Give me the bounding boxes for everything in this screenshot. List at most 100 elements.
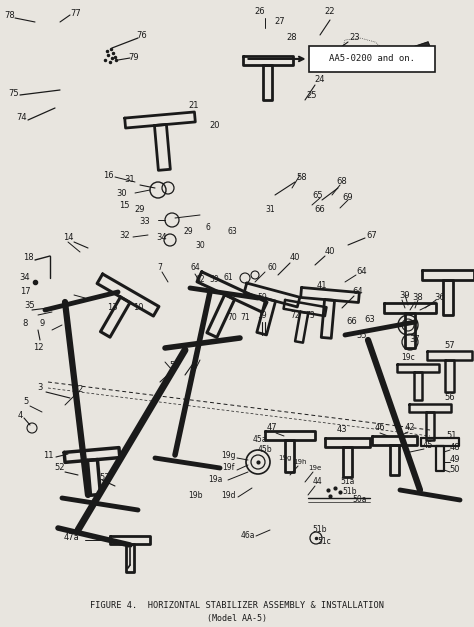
Text: 63: 63 [227, 228, 237, 236]
Text: 78: 78 [5, 11, 15, 19]
Text: 19c: 19c [401, 354, 415, 362]
Text: 55: 55 [357, 330, 367, 339]
Text: 53: 53 [100, 473, 110, 483]
Text: 51a: 51a [341, 478, 355, 487]
Text: 6: 6 [206, 223, 210, 233]
Text: 57: 57 [445, 340, 456, 349]
Text: 19g: 19g [221, 451, 235, 460]
Text: AA5-0200 and on.: AA5-0200 and on. [329, 55, 415, 63]
Text: 77: 77 [71, 9, 82, 18]
Text: 76: 76 [137, 31, 147, 41]
Text: 70: 70 [227, 314, 237, 322]
Text: 59: 59 [209, 275, 219, 285]
Text: 19b: 19b [188, 490, 202, 500]
Text: 75: 75 [9, 88, 19, 98]
Text: 11: 11 [43, 451, 53, 460]
Text: 47: 47 [267, 423, 277, 433]
Text: 19h: 19h [293, 459, 307, 465]
Text: 63: 63 [365, 315, 375, 325]
Polygon shape [410, 42, 432, 62]
Text: 21: 21 [189, 100, 199, 110]
Text: 67: 67 [366, 231, 377, 240]
Text: 42: 42 [405, 423, 415, 433]
Text: 79: 79 [128, 53, 139, 61]
Text: 74: 74 [17, 113, 27, 122]
Text: 43: 43 [337, 426, 347, 435]
Text: 19g: 19g [278, 455, 292, 461]
Text: 64: 64 [357, 268, 367, 277]
Text: 52: 52 [55, 463, 65, 473]
FancyBboxPatch shape [310, 46, 435, 72]
Text: 38: 38 [413, 293, 423, 302]
Text: 25: 25 [307, 90, 317, 100]
Text: 31: 31 [125, 176, 135, 184]
Text: 64: 64 [190, 263, 200, 273]
Text: 46a: 46a [241, 532, 255, 540]
Text: 45: 45 [423, 441, 433, 450]
Text: 18: 18 [23, 253, 33, 263]
Text: 28: 28 [287, 33, 297, 43]
Text: 3: 3 [37, 384, 43, 393]
Text: 29: 29 [183, 228, 193, 236]
Text: 32: 32 [120, 231, 130, 240]
Text: 23: 23 [350, 33, 360, 43]
Text: 31: 31 [265, 206, 275, 214]
Text: 26: 26 [255, 8, 265, 16]
Text: 58: 58 [297, 174, 307, 182]
Text: 62: 62 [195, 275, 205, 285]
Text: 19: 19 [257, 310, 267, 320]
Text: 50a: 50a [353, 495, 367, 505]
Text: 30: 30 [195, 241, 205, 250]
Text: 40: 40 [290, 253, 300, 263]
Text: 64: 64 [353, 288, 363, 297]
Text: 27: 27 [275, 18, 285, 26]
Text: 16: 16 [103, 171, 113, 179]
Text: 22: 22 [325, 8, 335, 16]
Text: 14: 14 [63, 233, 73, 243]
Text: 29: 29 [135, 206, 145, 214]
Text: 47a: 47a [64, 534, 80, 542]
Text: 73: 73 [305, 310, 315, 320]
Text: 44: 44 [313, 478, 323, 487]
Text: 61: 61 [223, 273, 233, 283]
Text: 19e: 19e [309, 465, 322, 471]
Text: 50: 50 [450, 465, 460, 475]
Text: 7: 7 [157, 263, 163, 273]
Text: 35: 35 [25, 300, 35, 310]
Text: 20: 20 [210, 120, 220, 130]
Text: 51: 51 [447, 431, 457, 440]
Text: 49: 49 [450, 455, 460, 465]
Text: 17: 17 [20, 288, 30, 297]
Text: 19a: 19a [208, 475, 222, 485]
Text: 40: 40 [325, 248, 335, 256]
Text: 34: 34 [20, 273, 30, 283]
Text: 45b: 45b [258, 446, 272, 455]
Text: 41: 41 [317, 280, 327, 290]
Text: 37: 37 [410, 335, 420, 344]
Text: 30: 30 [117, 189, 128, 198]
Text: 1: 1 [192, 356, 198, 364]
Text: 51c: 51c [317, 537, 331, 547]
Text: 19d: 19d [221, 490, 235, 500]
Text: 60: 60 [267, 263, 277, 273]
Text: 45a: 45a [253, 436, 267, 445]
Text: 13: 13 [107, 303, 117, 312]
Text: 12: 12 [33, 344, 43, 352]
Text: 4: 4 [18, 411, 23, 419]
Text: 33: 33 [140, 218, 150, 226]
Text: 10: 10 [133, 303, 143, 312]
Text: FIGURE 4.  HORIZONTAL STABILIZER ASSEMBLY & INSTALLATION: FIGURE 4. HORIZONTAL STABILIZER ASSEMBLY… [90, 601, 384, 609]
Text: (Model AA-5): (Model AA-5) [207, 613, 267, 623]
Text: 5: 5 [23, 398, 28, 406]
Text: 51b: 51b [313, 525, 327, 534]
Text: 24: 24 [315, 75, 325, 85]
Text: 66: 66 [346, 317, 357, 327]
Text: 46: 46 [374, 423, 385, 433]
Text: 9: 9 [39, 319, 45, 327]
Text: 59: 59 [257, 293, 267, 302]
Text: 51b: 51b [343, 488, 357, 497]
Text: 68: 68 [337, 177, 347, 186]
Text: 56: 56 [445, 394, 456, 403]
Text: 8: 8 [22, 319, 27, 327]
Text: 15: 15 [119, 201, 129, 209]
